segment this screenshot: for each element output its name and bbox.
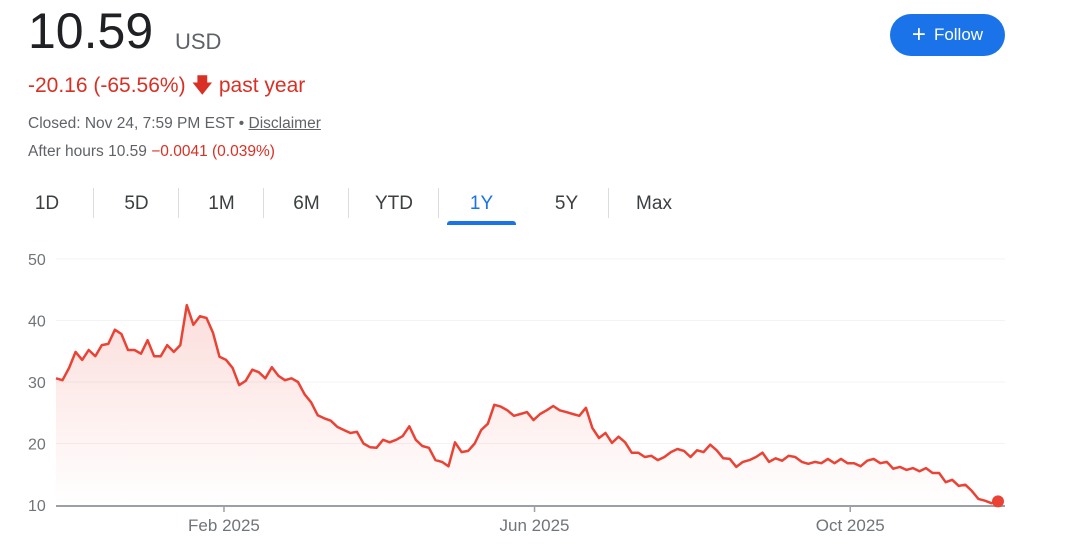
tab-5d[interactable]: 5D [94, 184, 179, 224]
y-tick-label: 30 [28, 375, 46, 392]
tab-label: 5Y [554, 193, 579, 214]
tab-1d[interactable]: 1D [0, 184, 94, 224]
tab-label: 1Y [469, 193, 494, 214]
price-change: -20.16 (-65.56%) 🡇 past year [28, 71, 305, 106]
follow-label: Follow [933, 25, 984, 44]
tab-label: 6M [293, 193, 320, 214]
price-line [55, 303, 999, 505]
tab-label: Max [636, 193, 672, 214]
tab-label: YTD [375, 193, 413, 214]
disclaimer-link[interactable]: Disclaimer [248, 115, 321, 132]
follow-button[interactable]: + Follow [890, 14, 1005, 56]
range-tabs: 1D 5D 1M 6M YTD 1Y 5Y Max [0, 184, 699, 225]
close-info: Closed: Nov 24, 7:59 PM EST • Disclaimer [28, 115, 321, 133]
change-value: -20.16 (-65.56%) [28, 74, 186, 97]
y-tick-label: 10 [28, 498, 46, 515]
tab-label: 5D [124, 193, 149, 214]
closed-time: Closed: Nov 24, 7:59 PM EST • [28, 115, 245, 132]
tab-5y[interactable]: 5Y [524, 184, 609, 224]
arrow-down-icon: 🡇 [191, 74, 214, 97]
after-hours-change: −0.0041 (0.039%) [151, 143, 275, 160]
last-price-dot [992, 495, 1004, 508]
after-hours: After hours 10.59 −0.0041 (0.039%) [28, 143, 275, 161]
tab-label: 1D [34, 193, 60, 214]
y-tick-label: 40 [28, 314, 46, 331]
tab-max[interactable]: Max [609, 184, 699, 224]
current-price: 10.59 [28, 3, 154, 59]
x-tick-label: Oct 2025 [816, 516, 885, 535]
y-tick-label: 20 [28, 437, 46, 454]
price-chart[interactable]: 10 20 30 40 50 Feb 2025 Jun 2025 Oct 2025 [0, 240, 1067, 546]
tab-label: 1M [208, 193, 235, 214]
tab-1m[interactable]: 1M [179, 184, 264, 224]
area-fill [56, 305, 998, 505]
tab-ytd[interactable]: YTD [349, 184, 439, 224]
currency: USD [175, 29, 222, 54]
change-period: past year [218, 74, 306, 97]
plus-icon: + [911, 21, 926, 48]
tab-1y[interactable]: 1Y [439, 184, 524, 225]
after-hours-label: After hours 10.59 [28, 143, 147, 160]
tab-6m[interactable]: 6M [264, 184, 349, 224]
x-tick-label: Jun 2025 [500, 516, 570, 535]
x-tick-label: Feb 2025 [188, 516, 260, 535]
y-tick-label: 50 [28, 252, 46, 269]
